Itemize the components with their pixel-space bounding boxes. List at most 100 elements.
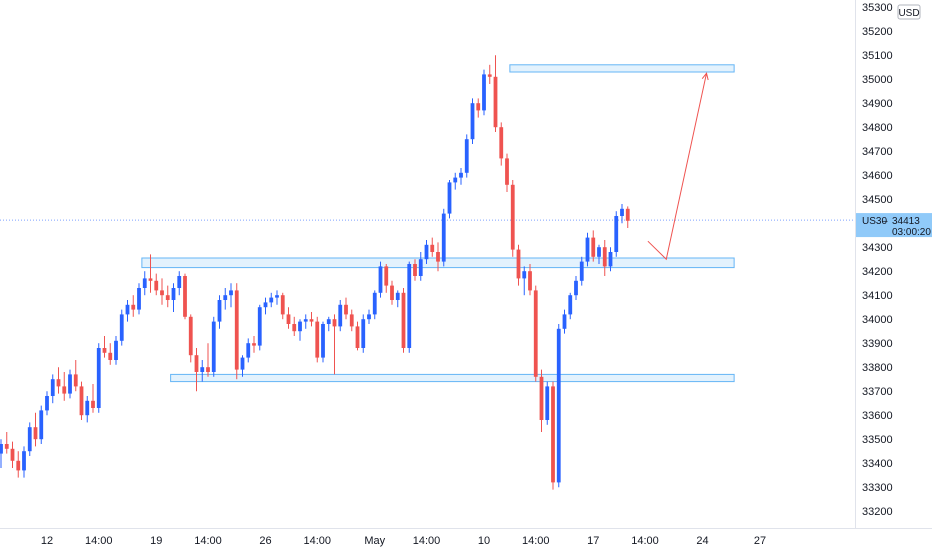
time-tick-label: 10 (478, 535, 490, 547)
price-tick-label: 34100 (862, 290, 893, 302)
candle (183, 273, 187, 320)
candle (303, 314, 308, 329)
last-price-badge: US30 – 34413 03:00:20 (856, 213, 932, 238)
candle (309, 312, 314, 327)
candle (0, 439, 3, 468)
currency-label: USD (898, 8, 919, 19)
candles-layer (0, 55, 630, 490)
candle (206, 343, 210, 377)
price-tick-label: 35000 (862, 74, 893, 86)
price-tick-label: 34500 (862, 194, 893, 206)
candle (165, 285, 170, 308)
candle (246, 338, 251, 363)
candle (344, 297, 348, 320)
candle (349, 309, 354, 332)
candle (430, 237, 435, 257)
candle (137, 283, 141, 315)
candle (257, 304, 262, 351)
price-tick-label: 34200 (862, 266, 893, 278)
candle (574, 276, 578, 300)
price-tick-label: 34300 (862, 242, 893, 254)
candle (68, 369, 72, 399)
price-tick-label: 33900 (862, 338, 893, 350)
candle (522, 266, 527, 296)
time-tick-label: 14:00 (85, 535, 113, 547)
time-tick-label: 26 (259, 535, 271, 547)
candle (372, 290, 377, 320)
price-tick-label: 34800 (862, 122, 893, 134)
candle (234, 283, 239, 380)
candle (516, 244, 521, 286)
price-tick-label: 34600 (862, 170, 893, 182)
time-tick-label: 14:00 (194, 535, 222, 547)
candle (286, 307, 291, 329)
candle (114, 336, 118, 365)
candle (453, 172, 458, 190)
candle (177, 271, 182, 296)
candle (625, 206, 630, 228)
candle (378, 261, 383, 298)
time-tick-label: 12 (41, 535, 53, 547)
candle (217, 295, 222, 329)
candle (275, 290, 279, 305)
time-axis[interactable]: 12 14:00 19 14:00 26 14:00 May 14:00 10 14:00 17 14… (41, 535, 766, 547)
candle (56, 367, 61, 394)
candle (45, 391, 49, 416)
time-tick-label: May (364, 535, 385, 547)
candle (194, 348, 199, 392)
currency-badge[interactable]: USD (897, 4, 921, 20)
time-tick-label: 14:00 (303, 535, 331, 547)
candle (533, 285, 538, 382)
candle (568, 292, 573, 320)
candle (298, 319, 302, 341)
time-tick-label: 14:00 (631, 535, 659, 547)
candle (441, 208, 446, 267)
time-tick-label: 24 (696, 535, 708, 547)
candle (85, 396, 90, 423)
candle (280, 292, 285, 320)
time-tick-label: 17 (587, 535, 599, 547)
candle (50, 374, 55, 404)
candle (332, 314, 337, 375)
candle (470, 98, 475, 144)
time-tick-label: 14:00 (413, 535, 441, 547)
candle (27, 422, 32, 456)
candle (131, 295, 136, 317)
candle (16, 451, 21, 478)
candle (608, 247, 613, 272)
candle (263, 297, 268, 315)
candle (108, 343, 113, 365)
candle (292, 316, 297, 336)
candle (102, 336, 107, 358)
candle (79, 381, 84, 420)
zones-layer (141, 64, 735, 383)
candle (229, 283, 233, 308)
price-tick-label: 34900 (862, 98, 893, 110)
candle (4, 432, 9, 454)
candle (39, 405, 44, 444)
candle (315, 316, 320, 363)
candle (321, 321, 325, 363)
candle (413, 259, 417, 281)
price-tick-label: 33500 (862, 434, 893, 446)
candle (355, 321, 360, 351)
candle (562, 309, 567, 334)
candle (579, 256, 584, 286)
candle (200, 360, 205, 382)
price-axis[interactable]: 33200 33300 33400 33500 33600 33700 33800 33900… (862, 2, 893, 518)
candle (148, 254, 153, 293)
price-tick-label: 33800 (862, 362, 893, 374)
candle (597, 244, 601, 264)
candle (545, 381, 550, 425)
candle (482, 69, 486, 116)
price-tick-label: 33300 (862, 482, 893, 494)
candle (96, 343, 101, 413)
candle (620, 204, 624, 224)
candle (125, 300, 130, 322)
svg-text:–: – (882, 216, 888, 227)
last-price-label: 34413 (892, 216, 920, 227)
candle (367, 309, 371, 324)
candle (73, 360, 78, 392)
candle (539, 369, 544, 432)
